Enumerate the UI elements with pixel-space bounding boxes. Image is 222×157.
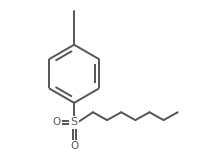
Text: O: O: [70, 141, 78, 151]
Text: O: O: [53, 117, 61, 127]
Text: S: S: [71, 117, 78, 127]
